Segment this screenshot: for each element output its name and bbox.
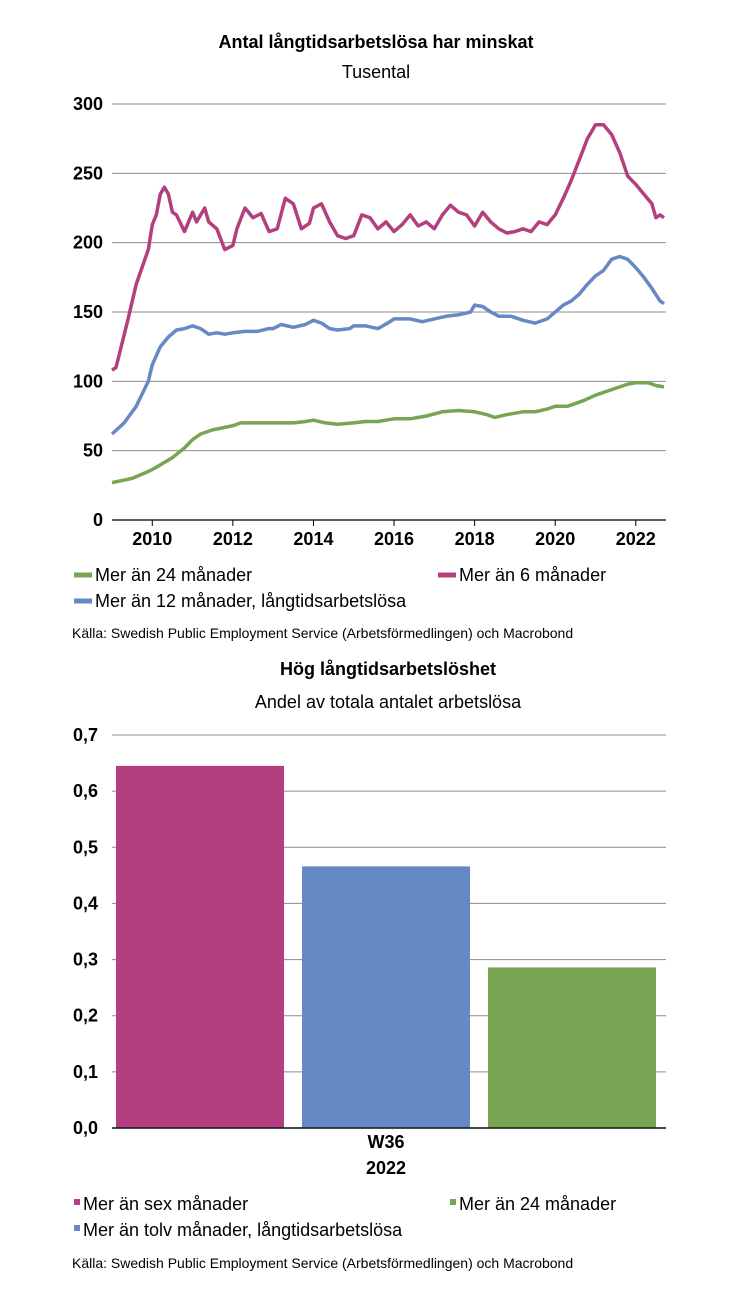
- line-chart-title: Antal långtidsarbetslösa har minskat: [218, 32, 533, 52]
- bar-chart: Hög långtidsarbetslöshet Andel av totala…: [72, 659, 666, 1271]
- y-tick-label: 200: [73, 233, 103, 253]
- line-chart-grid: [112, 103, 666, 521]
- bar-chart-y-axis: 0,0 0,1 0,2 0,3 0,4 0,5 0,6 0,7: [73, 725, 98, 1138]
- y-tick-label: 100: [73, 371, 103, 391]
- legend-label-24-manader: Mer än 24 månader: [95, 565, 252, 585]
- y-tick-label: 0,1: [73, 1062, 98, 1082]
- y-tick-label: 0,0: [73, 1118, 98, 1138]
- bar-chart-source-clip: Källa: Swedish Public Employment Service…: [72, 1255, 573, 1271]
- x-tick-label: 2014: [293, 529, 333, 549]
- x-tick-label: 2010: [132, 529, 172, 549]
- y-tick-label: 50: [83, 441, 103, 461]
- series-line-1: [111, 123, 666, 372]
- x-tick-label: 2012: [213, 529, 253, 549]
- bar-2: [488, 967, 656, 1128]
- series-line-0: [111, 380, 665, 485]
- bar-0: [116, 765, 284, 1128]
- y-tick-label: 0: [93, 510, 103, 530]
- y-tick-label: 0,4: [73, 893, 98, 913]
- bar-chart-title: Hög långtidsarbetslöshet: [280, 659, 496, 679]
- legend-label-tolv-manader: Mer än tolv månader, långtidsarbetslösa: [83, 1220, 403, 1240]
- legend-swatch-sex-manader: [74, 1199, 80, 1205]
- series-line-2: [110, 254, 666, 436]
- y-tick-label: 300: [73, 94, 103, 114]
- legend-label-24-manader-bar: Mer än 24 månader: [459, 1194, 616, 1214]
- bar-chart-subtitle: Andel av totala antalet arbetslösa: [255, 692, 522, 712]
- y-tick-label: 150: [73, 302, 103, 322]
- line-chart-x-axis: 2010 2012 2014 2016 2018 2020 2022: [132, 520, 656, 549]
- y-tick-label: 0,6: [73, 781, 98, 801]
- x-tick-label: 2020: [535, 529, 575, 549]
- legend-swatch-tolv-manader: [74, 1225, 80, 1231]
- bar-chart-category-year: 2022: [366, 1158, 406, 1178]
- y-tick-label: 250: [73, 163, 103, 183]
- line-chart-source: Källa: Swedish Public Employment Service…: [72, 625, 573, 641]
- legend-label-12-manader: Mer än 12 månader, långtidsarbetslösa: [95, 591, 407, 611]
- line-chart-legend: Mer än 24 månader Mer än 6 månader Mer ä…: [74, 565, 606, 611]
- legend-swatch-24-manader-bar: [450, 1199, 456, 1205]
- y-tick-label: 0,2: [73, 1006, 98, 1026]
- bar-chart-bars: [112, 765, 666, 1129]
- bar-1: [302, 866, 470, 1128]
- bar-chart-source: Källa: Swedish Public Employment Service…: [72, 1255, 573, 1271]
- x-tick-label: 2018: [455, 529, 495, 549]
- line-chart-subtitle: Tusental: [342, 62, 410, 82]
- line-chart-series: [110, 123, 666, 485]
- y-tick-label: 0,3: [73, 950, 98, 970]
- bar-chart-legend: Mer än sex månader Mer än 24 månader Mer…: [74, 1194, 616, 1240]
- legend-label-sex-manader: Mer än sex månader: [83, 1194, 248, 1214]
- x-tick-label: 2022: [616, 529, 656, 549]
- bar-chart-category-week: W36: [367, 1132, 404, 1152]
- y-tick-label: 0,5: [73, 837, 98, 857]
- legend-label-6-manader: Mer än 6 månader: [459, 565, 606, 585]
- line-chart: Antal långtidsarbetslösa har minskat Tus…: [72, 32, 666, 641]
- line-chart-y-axis: 0 50 100 150 200 250 300: [73, 94, 103, 530]
- x-tick-label: 2016: [374, 529, 414, 549]
- y-tick-label: 0,7: [73, 725, 98, 745]
- line-chart-source-clip: Källa: Swedish Public Employment Service…: [72, 625, 573, 641]
